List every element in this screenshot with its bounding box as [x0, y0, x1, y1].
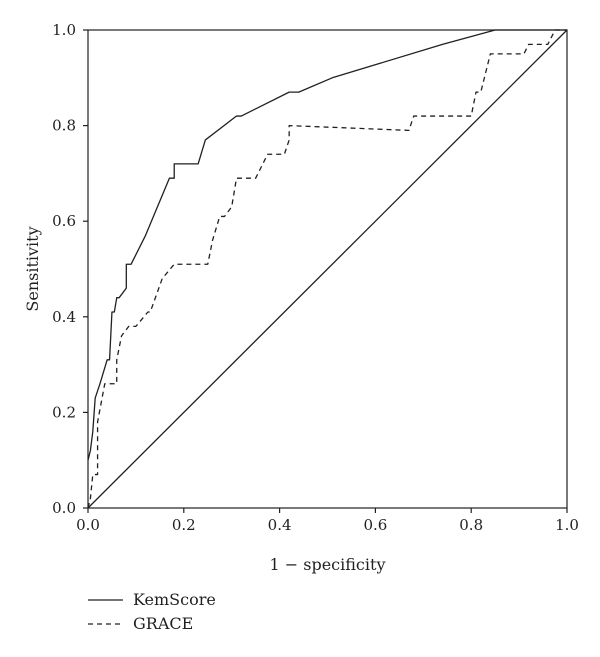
y-tick-label-4: 0.8 [52, 117, 76, 135]
y-tick-label-0: 0.0 [52, 499, 76, 517]
kemscore-line [87, 29, 567, 461]
curves [87, 29, 568, 509]
x-tick-label-4: 0.8 [459, 516, 483, 534]
x-axis: 0.0 0.2 0.4 0.6 0.8 1.0 [76, 508, 579, 534]
y-tick-label-2: 0.4 [52, 308, 76, 326]
x-axis-title: 1 − specificity [270, 555, 386, 574]
y-tick-label-5: 1.0 [52, 21, 76, 39]
x-tick-label-1: 0.2 [172, 516, 196, 534]
y-axis-title: Sensitivity [23, 226, 42, 311]
y-axis: 0.0 0.2 0.4 0.6 0.8 1.0 [52, 21, 88, 517]
x-tick-label-2: 0.4 [268, 516, 292, 534]
y-tick-label-1: 0.2 [52, 403, 76, 421]
plot-area [87, 29, 568, 509]
x-tick-label-0: 0.0 [76, 516, 100, 534]
y-tick-label-3: 0.6 [52, 212, 76, 230]
x-tick-label-5: 1.0 [555, 516, 579, 534]
legend: KemScore GRACE [88, 590, 216, 633]
reference-diagonal-line [87, 29, 568, 509]
x-tick-label-3: 0.6 [363, 516, 387, 534]
plot-frame [87, 29, 568, 509]
legend-label-kemscore: KemScore [133, 590, 216, 609]
legend-label-grace: GRACE [133, 614, 193, 633]
